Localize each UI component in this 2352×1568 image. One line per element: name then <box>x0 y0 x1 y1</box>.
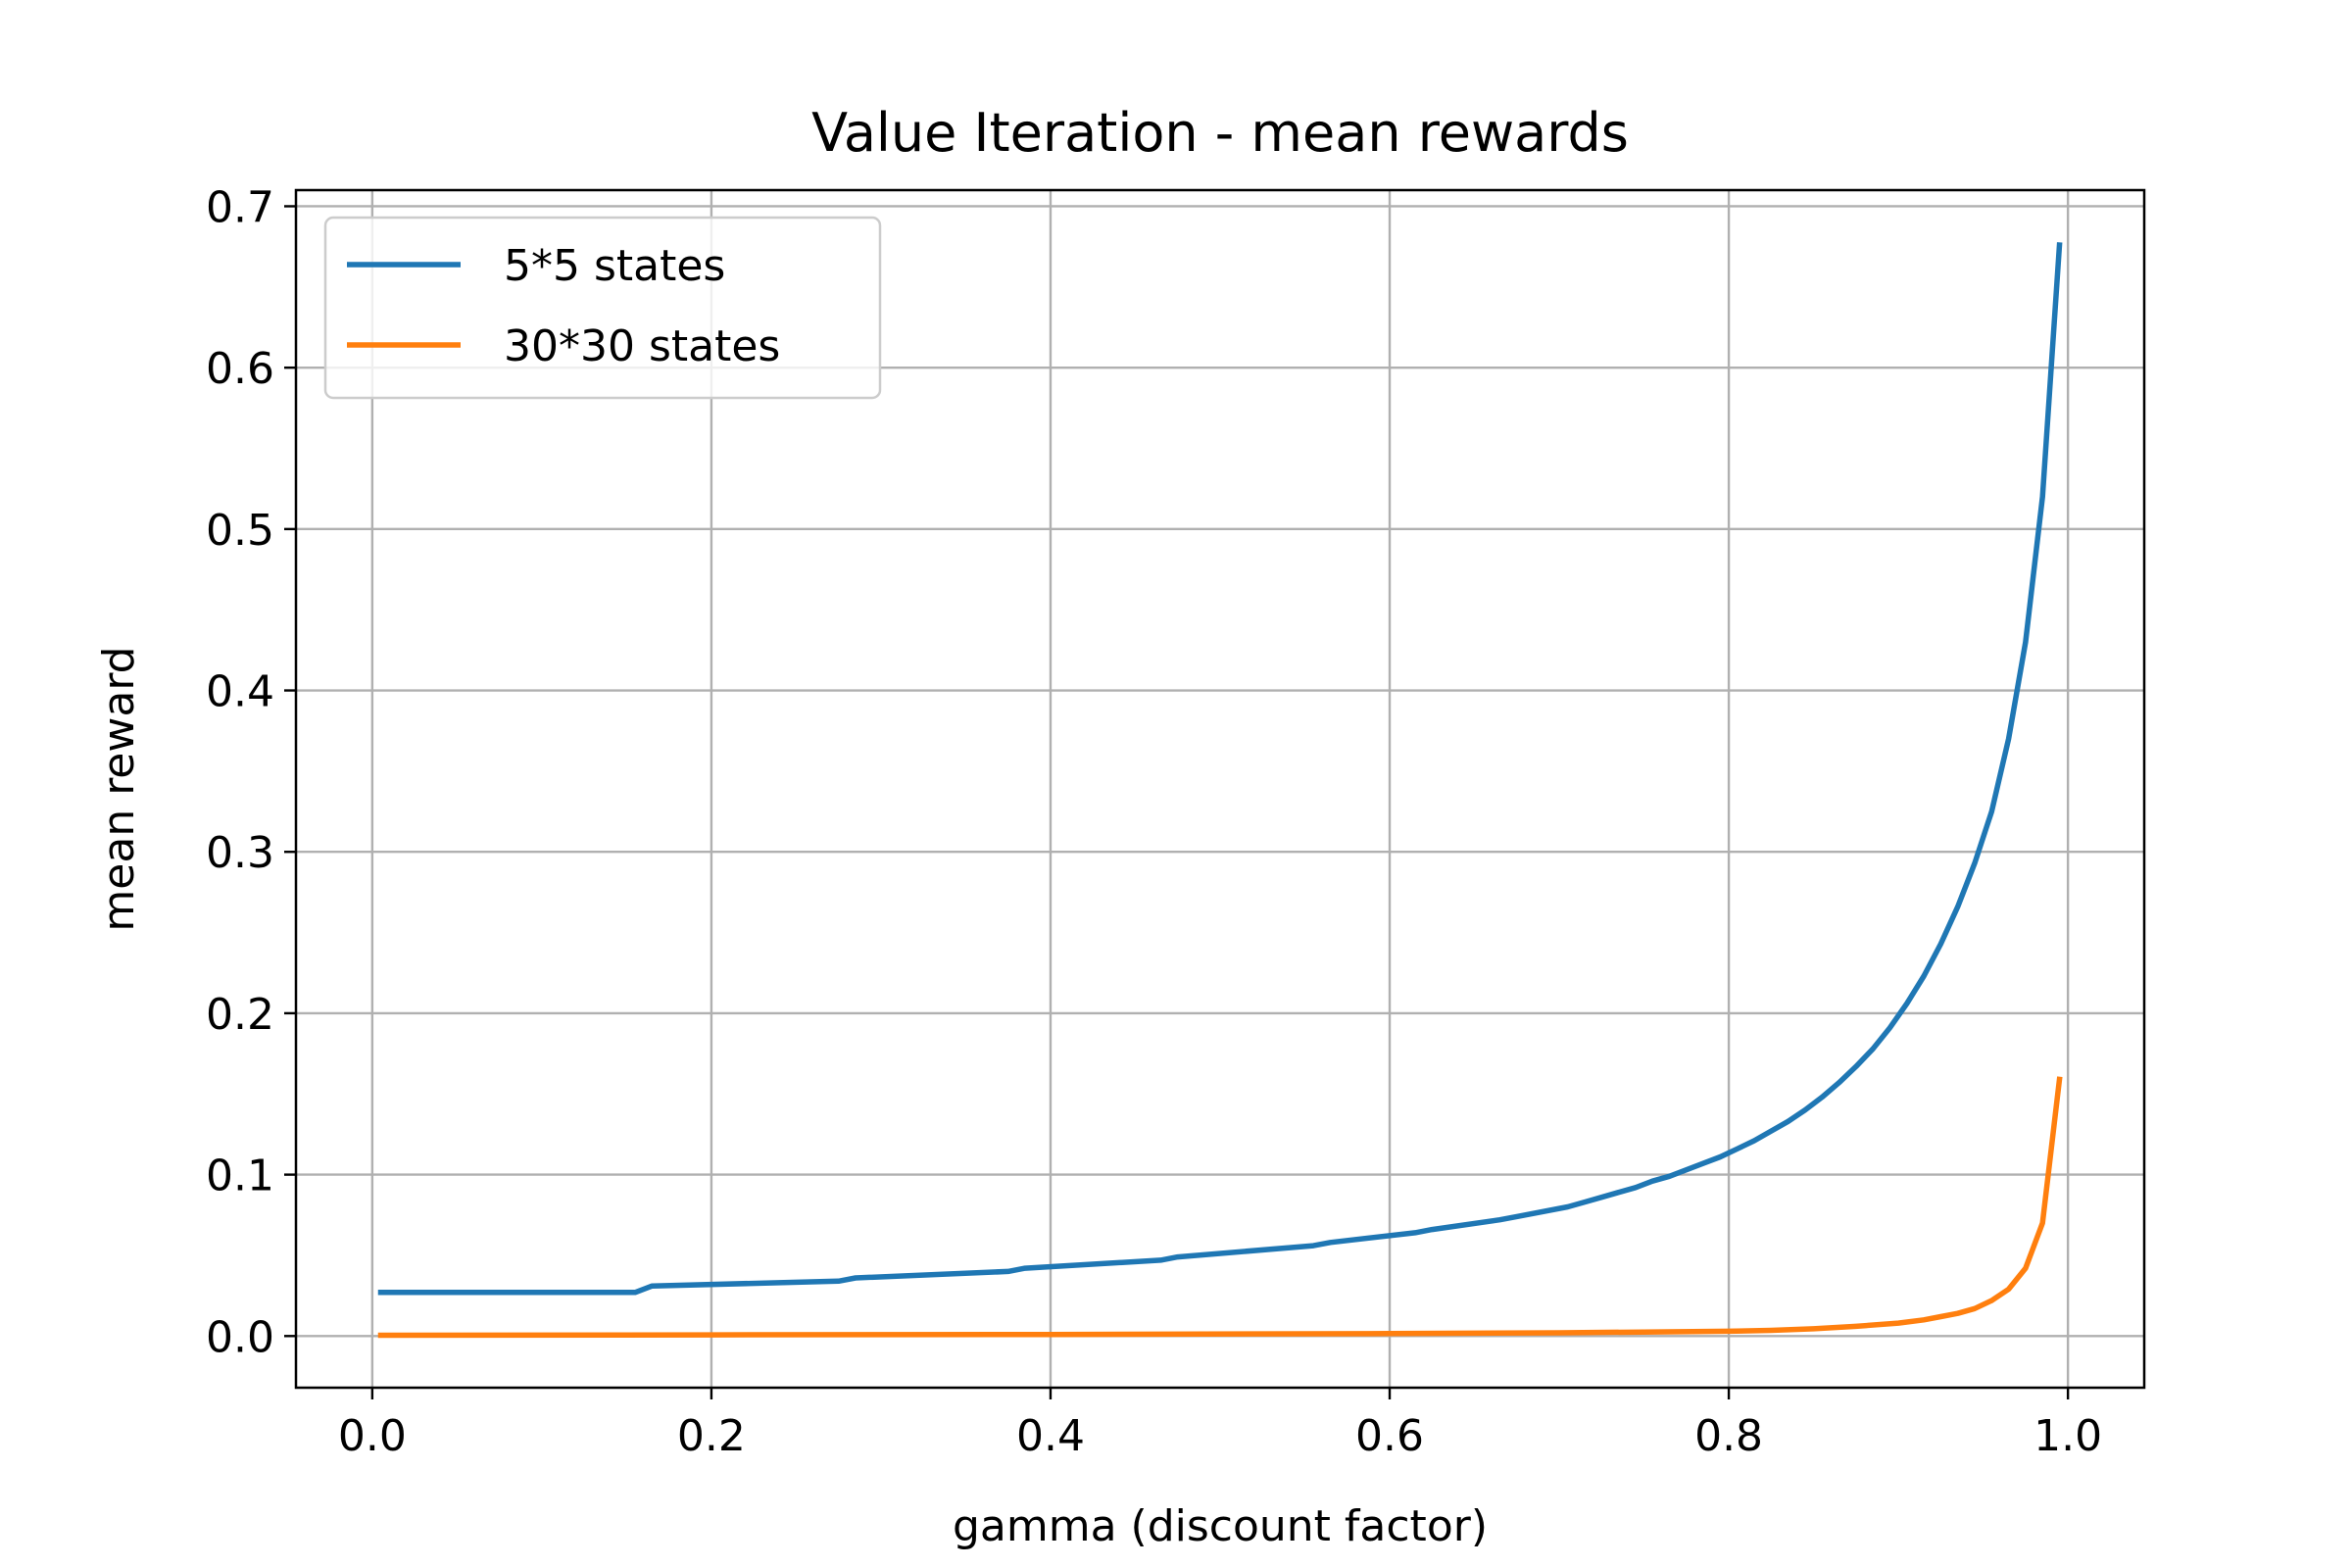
y-tick-label: 0.5 <box>206 506 274 556</box>
x-tick-label: 1.0 <box>2034 1411 2102 1461</box>
y-tick-label: 0.7 <box>206 182 274 232</box>
y-tick-label: 0.2 <box>206 990 274 1040</box>
x-tick-label: 0.6 <box>1355 1411 1424 1461</box>
series-lines <box>377 242 2063 1339</box>
x-tick-label: 0.0 <box>338 1411 407 1461</box>
ticks: 0.0 0.2 0.4 0.6 0.8 1.0 0.0 0.1 0.2 0.3 0.4 0.5 0.6 0… <box>206 182 2102 1461</box>
series-line-1 <box>377 242 2063 1296</box>
x-tick-label: 0.2 <box>677 1411 746 1461</box>
grid <box>296 190 2144 1388</box>
series-line-2 <box>377 1076 2063 1339</box>
y-tick-label: 0.0 <box>206 1312 274 1362</box>
legend: 5*5 states 30*30 states <box>323 216 882 400</box>
y-tick-label: 0.4 <box>206 667 274 717</box>
legend-label: 30*30 states <box>504 321 780 371</box>
x-tick-label: 0.4 <box>1016 1411 1085 1461</box>
legend-label: 5*5 states <box>504 241 725 291</box>
x-axis-label: gamma (discount factor) <box>953 1501 1488 1551</box>
y-tick-label: 0.1 <box>206 1152 274 1201</box>
y-axis-label: mean reward <box>94 646 144 931</box>
y-tick-label: 0.6 <box>206 344 274 394</box>
legend-box <box>323 216 882 400</box>
chart-title: Value Iteration - mean rewards <box>811 102 1629 164</box>
x-tick-label: 0.8 <box>1694 1411 1763 1461</box>
y-tick-label: 0.3 <box>206 828 274 878</box>
axes-frame <box>294 188 2146 1390</box>
